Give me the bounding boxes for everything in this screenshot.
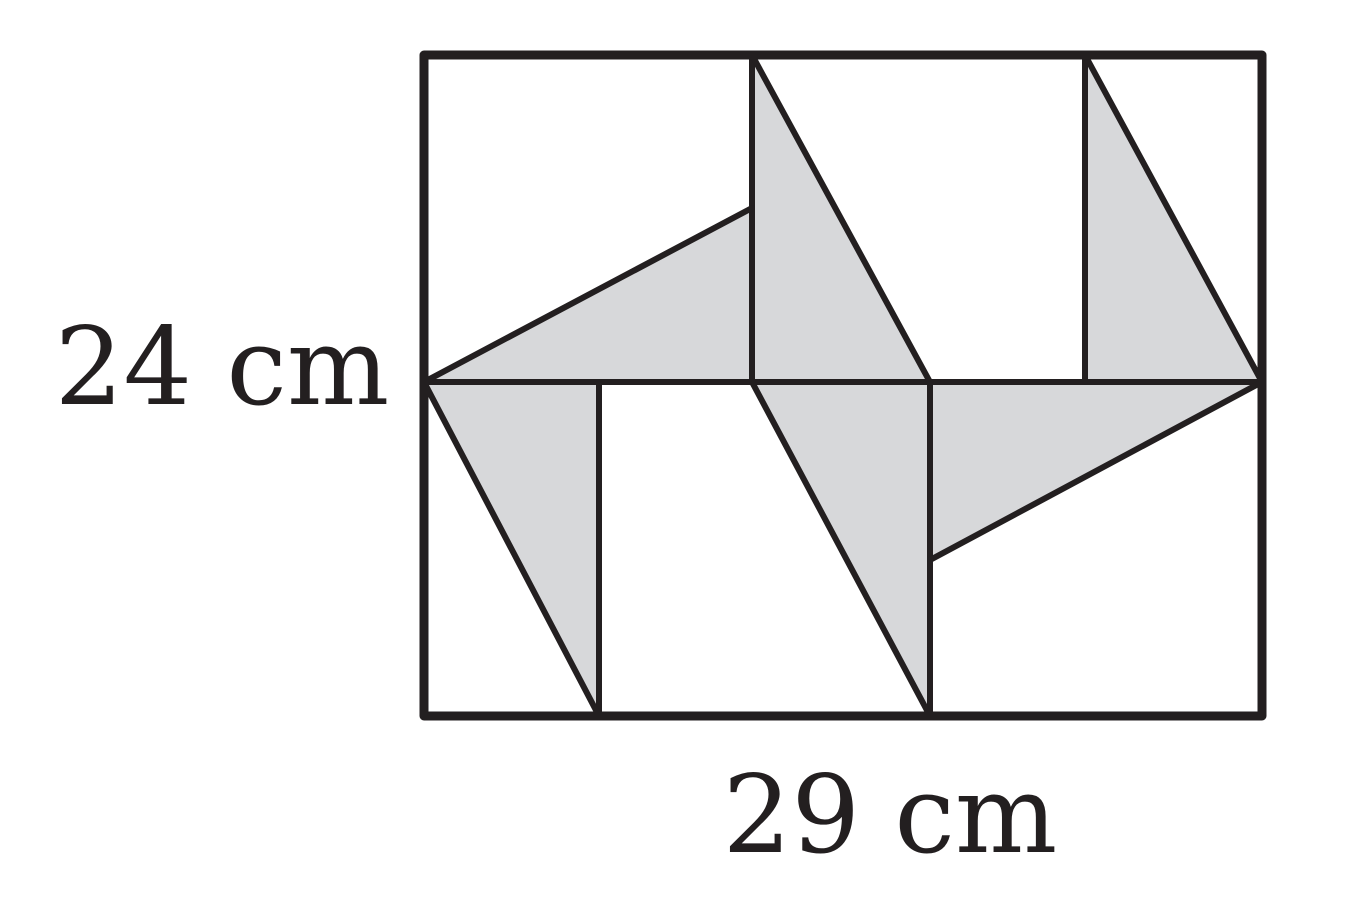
height-label: 24 cm xyxy=(55,305,390,430)
diagonal-top-middle xyxy=(749,52,933,385)
interior-lines xyxy=(421,52,1265,719)
width-label: 29 cm xyxy=(723,753,1058,878)
diagonal-top-left xyxy=(421,205,755,385)
diagonal-bottom-right xyxy=(927,379,1265,563)
diagonal-top-right xyxy=(1082,52,1265,385)
outer-rectangle xyxy=(419,50,1267,721)
diagonal-bottom-middle xyxy=(749,379,933,719)
diagonal-bottom-left xyxy=(421,379,602,719)
